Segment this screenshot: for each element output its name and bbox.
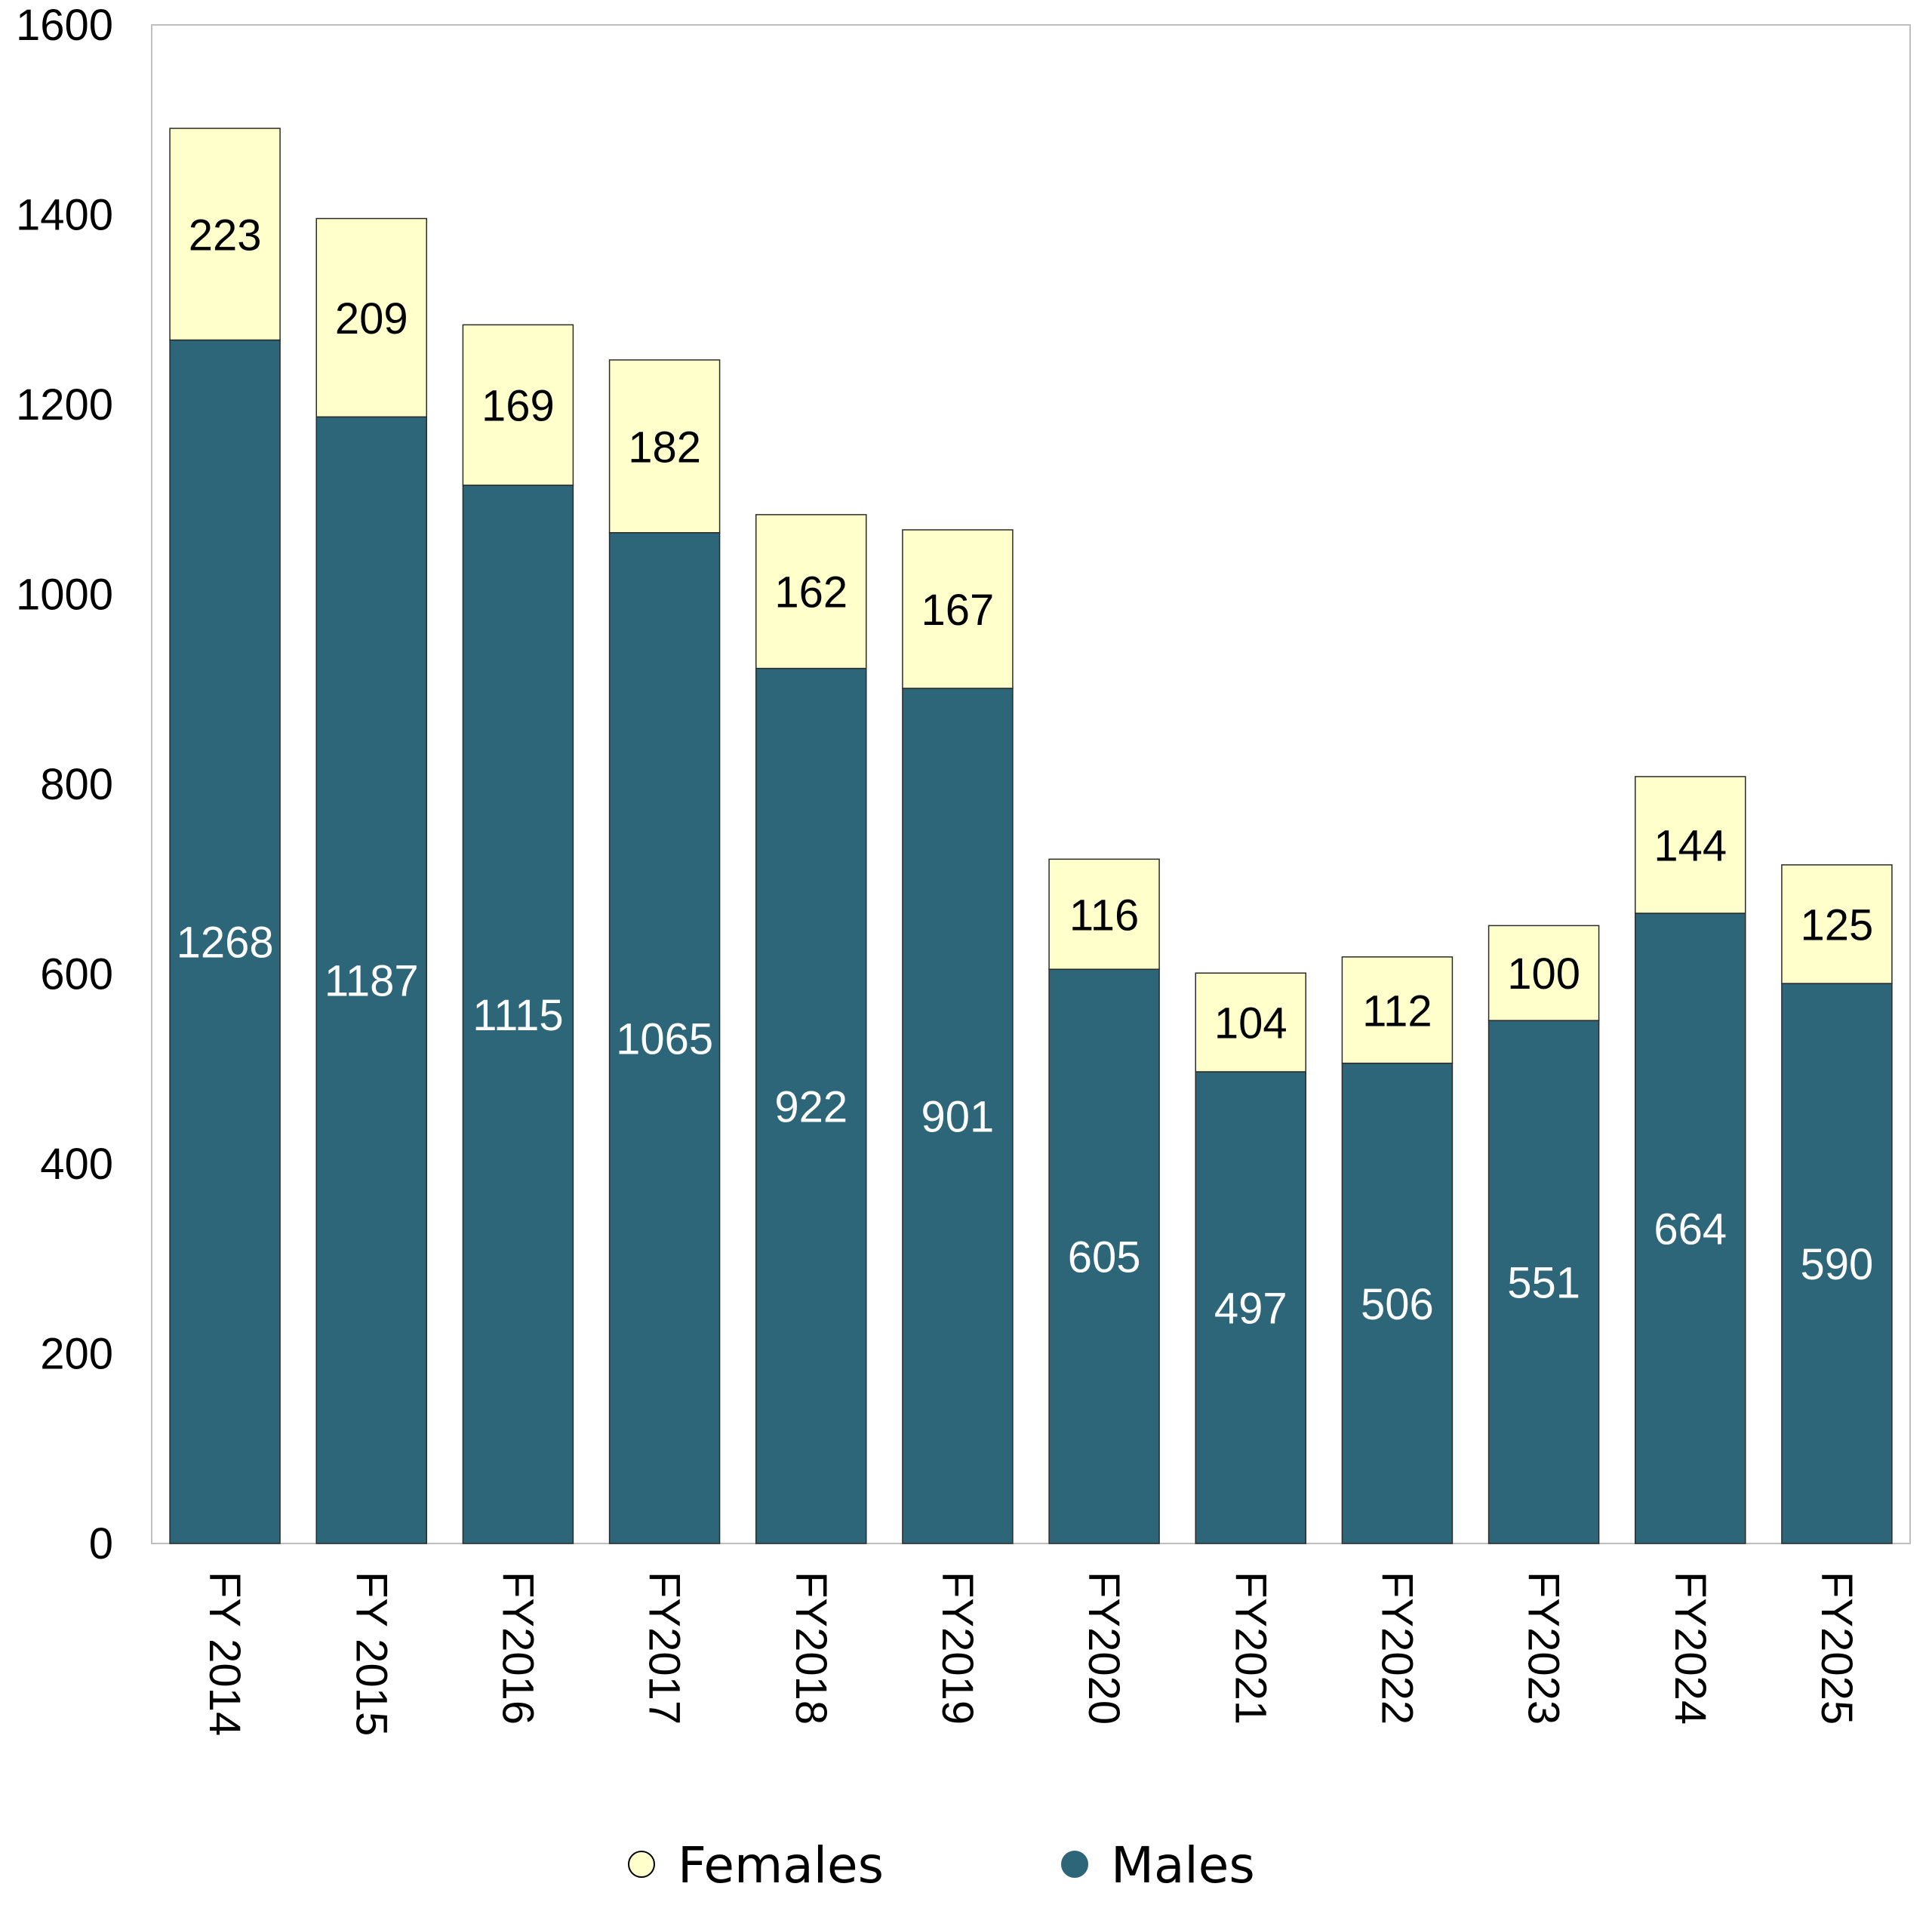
- y-tick-label: 1200: [16, 380, 113, 429]
- bar-males: [755, 667, 867, 1544]
- legend-item-females: Females: [628, 1836, 884, 1894]
- data-label-females: 167: [921, 586, 995, 635]
- bar-males: [1635, 912, 1746, 1544]
- y-tick-label: 400: [40, 1140, 113, 1189]
- data-label-males: 664: [1654, 1205, 1727, 1254]
- bar-females: [902, 529, 1014, 689]
- data-label-females: 116: [1069, 891, 1139, 940]
- data-label-males: 901: [921, 1092, 995, 1141]
- data-label-females: 209: [335, 294, 408, 343]
- bar-females: [1195, 972, 1306, 1073]
- y-tick-label: 800: [40, 760, 113, 809]
- legend-label-females: Females: [678, 1836, 884, 1894]
- y-tick-label: 600: [40, 950, 113, 999]
- data-label-females: 125: [1801, 900, 1874, 949]
- bar-females: [755, 514, 867, 669]
- x-tick-label: FY 2015: [346, 1571, 395, 1736]
- bar-females: [315, 217, 427, 418]
- bar-females: [462, 324, 574, 486]
- legend: Females Males: [628, 1836, 1255, 1894]
- data-label-females: 169: [481, 382, 555, 431]
- data-label-males: 506: [1361, 1280, 1434, 1329]
- x-tick-label: FY2019: [933, 1571, 982, 1725]
- data-label-females: 144: [1654, 821, 1727, 870]
- y-tick-label: 1600: [16, 1, 113, 50]
- bar-males: [902, 688, 1014, 1544]
- bar-females: [1635, 776, 1746, 914]
- data-label-males: 922: [774, 1082, 848, 1131]
- plot-area: [151, 24, 1911, 1544]
- bar-females: [1781, 864, 1893, 984]
- data-label-males: 1115: [472, 991, 563, 1040]
- y-tick-label: 1400: [16, 191, 113, 240]
- bar-males: [1781, 983, 1893, 1544]
- data-label-males: 1268: [177, 919, 274, 968]
- x-tick-label: FY2017: [640, 1571, 689, 1725]
- legend-item-males: Males: [1061, 1836, 1255, 1894]
- legend-swatch-males: [1061, 1851, 1088, 1878]
- data-label-females: 223: [189, 211, 262, 260]
- x-tick-label: FY2022: [1372, 1571, 1421, 1725]
- data-label-males: 605: [1068, 1233, 1141, 1282]
- data-label-females: 100: [1507, 949, 1580, 999]
- legend-label-males: Males: [1111, 1836, 1255, 1894]
- bar-females: [1048, 858, 1160, 970]
- y-axis-ticks: 0 200 400 600 800 1000 1200 1400 1600: [16, 1, 113, 1568]
- data-label-males: 590: [1801, 1240, 1874, 1289]
- bar-males: [462, 485, 574, 1544]
- bar-females: [1341, 956, 1454, 1064]
- data-label-females: 112: [1362, 986, 1432, 1036]
- bar-females: [608, 359, 721, 534]
- x-tick-label: FY2023: [1519, 1571, 1568, 1725]
- bar-males: [608, 532, 721, 1544]
- y-tick-label: 200: [40, 1330, 113, 1379]
- bar-males: [1341, 1062, 1454, 1544]
- bar-females: [1487, 925, 1600, 1021]
- x-tick-label: FY2025: [1812, 1571, 1861, 1725]
- y-tick-label: 0: [89, 1519, 113, 1568]
- data-label-males: 1187: [325, 957, 419, 1006]
- data-label-males: 1065: [616, 1014, 713, 1063]
- x-tick-label: FY2016: [493, 1571, 542, 1725]
- legend-swatch-females: [628, 1851, 655, 1878]
- x-tick-label: FY2021: [1226, 1571, 1275, 1725]
- x-tick-label: FY2024: [1666, 1571, 1715, 1725]
- bar-males: [169, 339, 281, 1544]
- bars: 1268 223 1187 209 1115 169 1065 182 922 162 901 167…: [169, 128, 1893, 1544]
- bar-males: [1487, 1020, 1600, 1544]
- x-tick-label: FY 2014: [200, 1571, 249, 1736]
- x-tick-label: FY2018: [786, 1571, 835, 1725]
- y-tick-label: 1000: [16, 571, 113, 620]
- bar-males: [1195, 1071, 1306, 1544]
- bar-females: [169, 128, 281, 341]
- x-axis-labels: FY 2014 FY 2015 FY2016 FY2017 FY2018 FY2019 FY…: [200, 1571, 1861, 1736]
- data-label-females: 104: [1214, 999, 1287, 1048]
- x-tick-label: FY2020: [1079, 1571, 1128, 1725]
- data-label-males: 497: [1214, 1285, 1287, 1334]
- data-label-females: 182: [628, 423, 701, 472]
- data-label-males: 551: [1507, 1259, 1580, 1308]
- data-label-females: 162: [774, 568, 848, 617]
- bar-males: [1048, 968, 1160, 1544]
